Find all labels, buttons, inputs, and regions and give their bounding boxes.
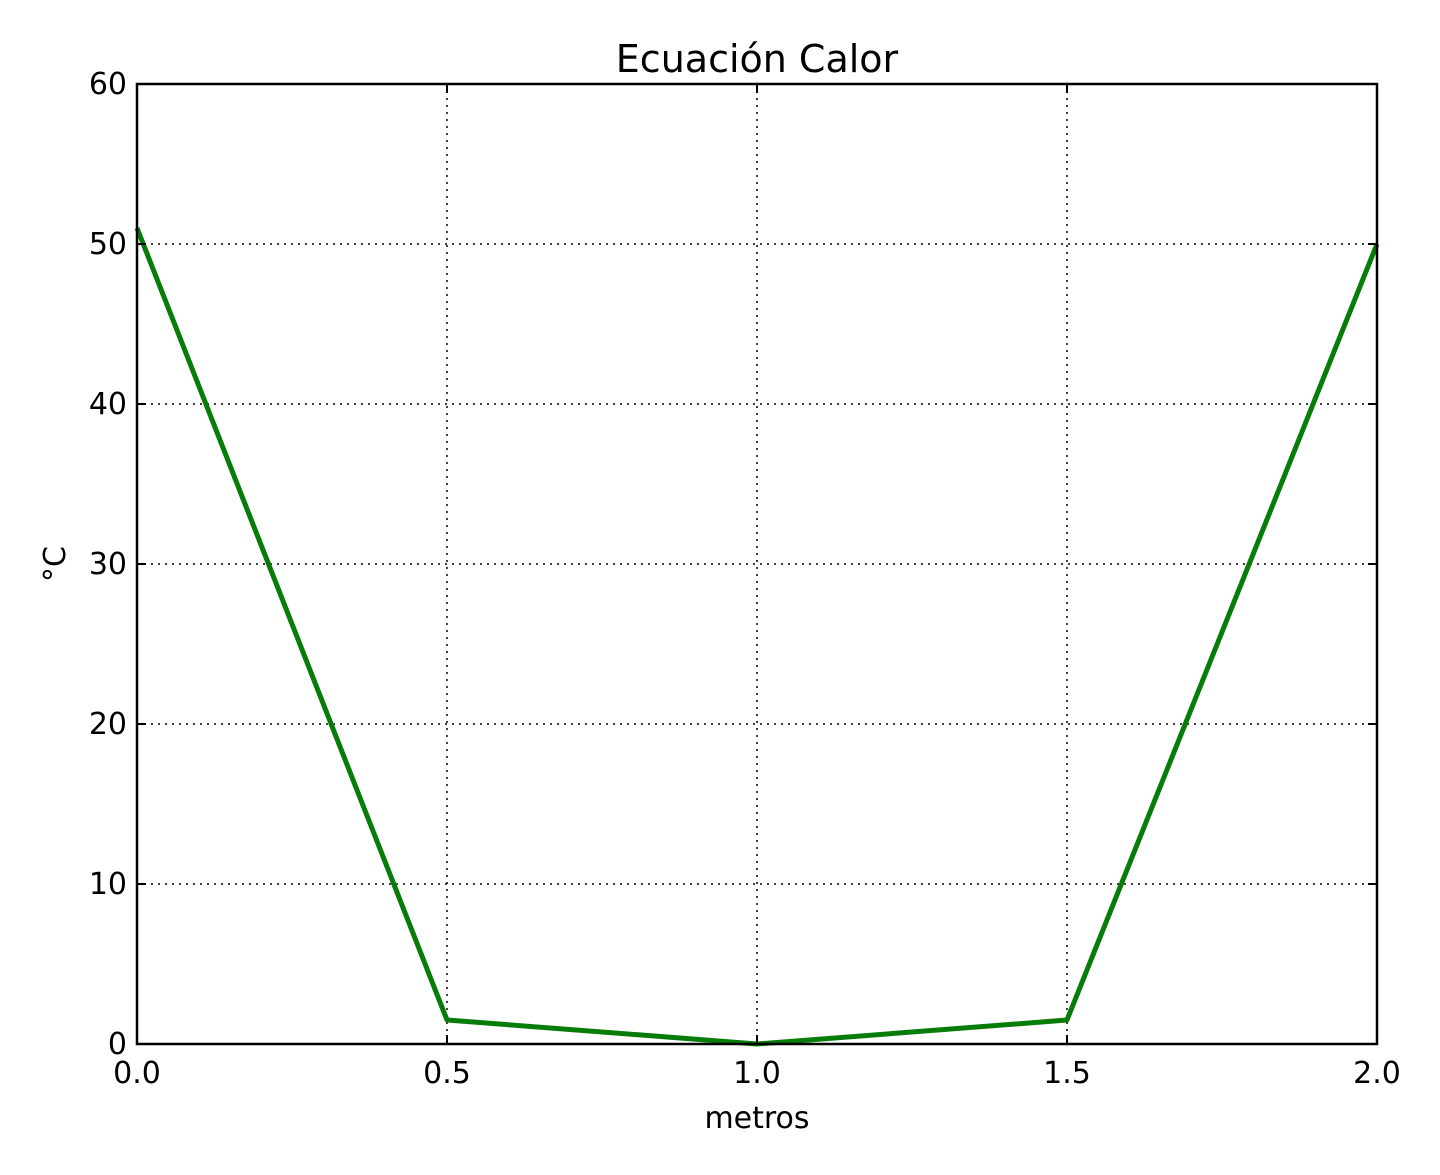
x-axis-label: metros (704, 1101, 809, 1136)
x-tick-label: 1.5 (1043, 1056, 1091, 1091)
y-tick-label: 10 (89, 867, 127, 902)
x-tick-label: 2.0 (1353, 1056, 1401, 1091)
y-tick-labels: 0 10 20 30 40 50 60 (89, 67, 127, 1062)
x-tick-label: 0.5 (423, 1056, 471, 1091)
axis-ticks (136, 83, 1378, 1045)
y-tick-label: 60 (89, 67, 127, 102)
y-tick-label: 40 (89, 387, 127, 422)
y-tick-label: 0 (108, 1027, 127, 1062)
y-tick-label: 50 (89, 227, 127, 262)
x-tick-label: 1.0 (733, 1056, 781, 1091)
y-tick-label: 20 (89, 707, 127, 742)
y-tick-label: 30 (89, 547, 127, 582)
y-axis-label: °C (38, 546, 73, 582)
x-tick-labels: 0.0 0.5 1.0 1.5 2.0 (113, 1056, 1401, 1091)
x-tick-label: 0.0 (113, 1056, 161, 1091)
chart-title: Ecuación Calor (616, 37, 899, 81)
